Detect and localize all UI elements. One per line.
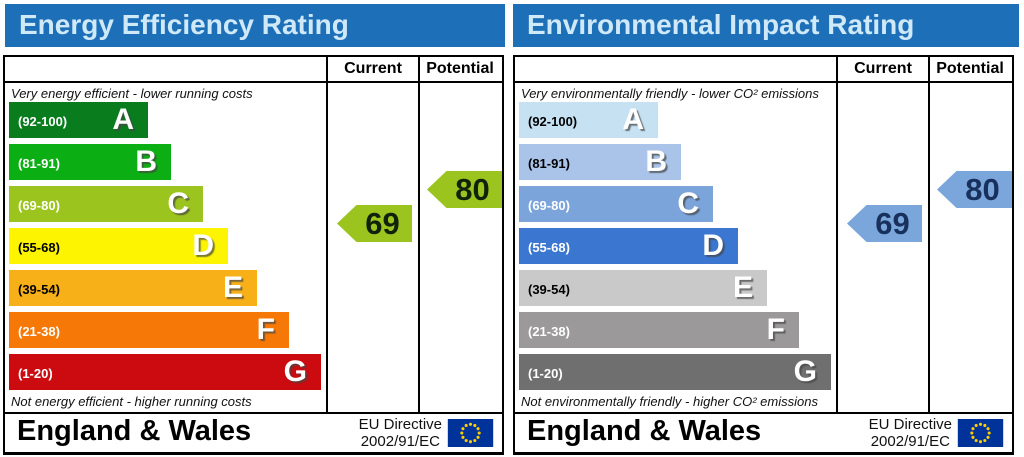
- panel-title: Energy Efficiency Rating: [5, 4, 505, 47]
- rating-table: Current Potential Very environmentally f…: [513, 55, 1014, 455]
- bottom-note: Not environmentally friendly - higher CO…: [521, 394, 818, 409]
- panel-title: Environmental Impact Rating: [513, 4, 1019, 47]
- band-letter: E: [732, 271, 753, 304]
- band-letter: B: [135, 145, 157, 178]
- band-range: (21-38): [18, 324, 60, 339]
- rating-table: Current Potential Very energy efficient …: [3, 55, 504, 455]
- band-range: (1-20): [18, 366, 53, 381]
- band-range: (69-80): [18, 198, 60, 213]
- band-range: (39-54): [18, 282, 60, 297]
- rating-scale: Very environmentally friendly - lower CO…: [515, 83, 1012, 412]
- eu-directive-label: EU Directive 2002/91/EC: [868, 416, 952, 450]
- header-divider: [5, 81, 502, 83]
- band-letter: C: [167, 187, 189, 220]
- band-range: (92-100): [18, 114, 68, 129]
- panel-footer: England & Wales EU Directive 2002/91/EC: [5, 412, 502, 452]
- band-range: (69-80): [528, 198, 570, 213]
- eu-directive-label: EU Directive 2002/91/EC: [358, 416, 442, 450]
- current-rating-value: 69: [875, 205, 910, 241]
- band-letter: A: [622, 103, 644, 136]
- band-b: (81-91) B: [519, 144, 681, 180]
- band-f: (21-38) F: [519, 312, 799, 348]
- header-divider: [515, 81, 1012, 83]
- band-letter: B: [645, 145, 667, 178]
- region-label: England & Wales: [527, 415, 762, 447]
- band-c: (69-80) C: [519, 186, 713, 222]
- bottom-note: Not energy efficient - higher running co…: [11, 394, 252, 409]
- column-divider: [326, 57, 328, 412]
- band-d: (55-68) D: [519, 228, 738, 264]
- rating-scale: Very energy efficient - lower running co…: [5, 83, 502, 412]
- environmental-impact-panel: Environmental Impact Rating Current Pote…: [512, 0, 1024, 457]
- band-a: (92-100) A: [519, 102, 658, 138]
- band-range: (39-54): [528, 282, 570, 297]
- band-range: (1-20): [528, 366, 563, 381]
- potential-rating-arrow: 80: [427, 171, 502, 208]
- current-rating-arrow: 69: [337, 205, 412, 242]
- band-letter: D: [702, 229, 724, 262]
- band-range: (81-91): [528, 156, 570, 171]
- band-letter: G: [283, 355, 307, 388]
- eu-flag-icon: [957, 419, 1004, 447]
- current-column-header: Current: [344, 60, 402, 77]
- band-range: (21-38): [528, 324, 570, 339]
- current-rating-arrow: 69: [847, 205, 922, 242]
- band-letter: E: [222, 271, 243, 304]
- band-letter: F: [766, 313, 785, 346]
- current-rating-value: 69: [365, 205, 400, 241]
- eu-flag-icon: [447, 419, 494, 447]
- band-letter: A: [112, 103, 134, 136]
- band-letter: C: [677, 187, 699, 220]
- band-d: (55-68) D: [9, 228, 228, 264]
- band-a: (92-100) A: [9, 102, 148, 138]
- band-letter: G: [793, 355, 817, 388]
- band-g: (1-20) G: [519, 354, 831, 390]
- band-f: (21-38) F: [9, 312, 289, 348]
- band-range: (55-68): [528, 240, 570, 255]
- top-note: Very environmentally friendly - lower CO…: [521, 86, 819, 101]
- column-divider: [418, 57, 420, 412]
- energy-efficiency-panel: Energy Efficiency Rating Current Potenti…: [3, 4, 505, 455]
- top-note: Very energy efficient - lower running co…: [11, 86, 253, 101]
- potential-rating-value: 80: [455, 171, 490, 207]
- column-divider: [928, 57, 930, 412]
- band-e: (39-54) E: [519, 270, 767, 306]
- band-range: (81-91): [18, 156, 60, 171]
- band-letter: D: [192, 229, 214, 262]
- region-label: England & Wales: [17, 415, 252, 447]
- band-c: (69-80) C: [9, 186, 203, 222]
- band-range: (55-68): [18, 240, 60, 255]
- band-letter: F: [256, 313, 275, 346]
- band-b: (81-91) B: [9, 144, 171, 180]
- potential-column-header: Potential: [936, 60, 1004, 77]
- current-column-header: Current: [854, 60, 912, 77]
- potential-column-header: Potential: [426, 60, 494, 77]
- column-divider: [836, 57, 838, 412]
- band-range: (92-100): [528, 114, 578, 129]
- panel-footer: England & Wales EU Directive 2002/91/EC: [515, 412, 1012, 452]
- band-e: (39-54) E: [9, 270, 257, 306]
- potential-rating-arrow: 80: [937, 171, 1012, 208]
- potential-rating-value: 80: [965, 171, 1000, 207]
- band-g: (1-20) G: [9, 354, 321, 390]
